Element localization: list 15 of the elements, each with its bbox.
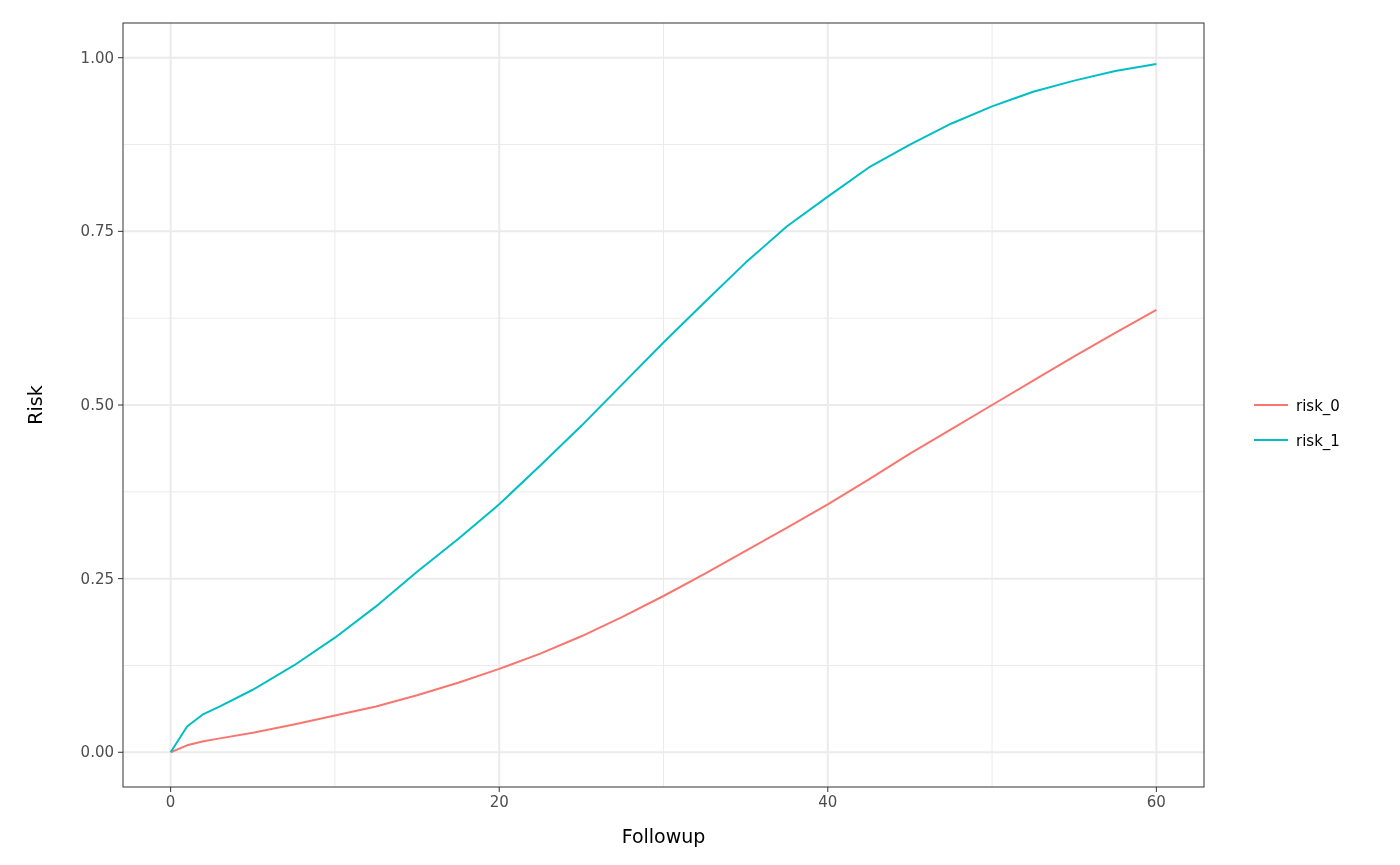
y-tick-label: 0.25	[80, 569, 114, 588]
legend-label: risk_0	[1296, 397, 1340, 416]
x-tick-label: 60	[1146, 793, 1166, 811]
x-axis-title: Followup	[621, 825, 706, 847]
x-tick-label: 20	[489, 793, 509, 811]
x-tick-label: 0	[165, 793, 176, 811]
line-series	[169, 62, 1158, 754]
y-tick-label: 1.00	[80, 48, 114, 67]
y-axis-title: Risk	[24, 385, 46, 425]
line-series	[169, 308, 1158, 754]
y-tick-label: 0.50	[80, 396, 114, 414]
legend-label: risk_1	[1296, 432, 1340, 451]
y-tick-label: 0.75	[80, 222, 114, 241]
x-tick-label: 40	[818, 793, 838, 811]
y-tick-label: 0.00	[80, 743, 114, 762]
